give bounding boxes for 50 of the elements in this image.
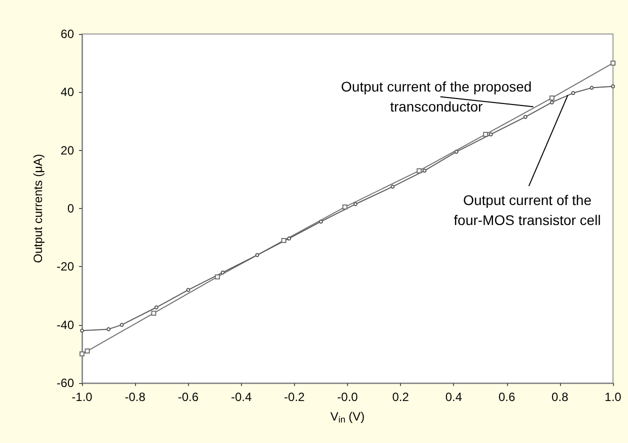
point [611,84,615,88]
y-tick-label: -40 [56,318,74,332]
y-tick-label: 0 [67,202,74,216]
point [390,184,395,189]
point [186,288,190,292]
y-tick-label: 40 [60,85,74,100]
point [550,100,554,104]
point [154,305,158,310]
point [523,114,528,119]
point [80,351,84,356]
y-tick-label: -20 [56,260,74,274]
point [318,220,323,224]
annotation: Output current of the four-MOS transistor cell [454,192,601,228]
x-tick-label: 0.6 [498,390,516,404]
x-tick-label: -0.2 [284,390,306,404]
point [342,204,348,210]
point [120,322,124,327]
x-tick-label: -1.0 [72,390,93,404]
point [483,132,488,137]
annotation: Output current of the proposed transconductor [341,78,532,114]
point [281,238,286,243]
y-tick-label: 60 [60,27,74,41]
point [610,60,616,66]
point [571,91,576,96]
point [422,168,426,173]
point [549,95,554,100]
x-tick-label: -0.0 [337,390,358,404]
y-tick-label: 20 [60,143,74,158]
x-tick-label: -0.4 [230,390,252,404]
point [416,168,422,174]
y-axis-title: Output currents (μA) [31,154,45,263]
point [151,310,156,316]
point [287,236,292,240]
x-tick-label: 0.8 [552,390,569,404]
x-tick-label: 0.2 [392,390,410,404]
point [106,327,111,332]
point [488,132,493,136]
point [80,328,84,333]
point [454,150,458,154]
point [353,202,358,206]
x-tick-label: -0.6 [178,390,199,404]
point [84,348,90,354]
point [220,270,225,274]
point [214,274,220,280]
x-tick-label: -0.8 [124,390,146,404]
y-tick-label: -60 [56,376,74,390]
point [255,253,260,258]
point [590,86,594,90]
x-tick-label: 0.4 [445,390,462,404]
x-tick-label: 1.0 [604,390,622,404]
